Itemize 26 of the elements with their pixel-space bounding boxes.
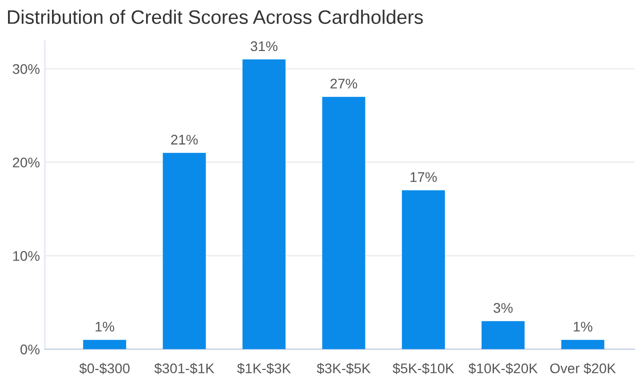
bar [561, 340, 604, 350]
y-tick-label: 0% [20, 344, 40, 354]
x-tick-label: Over $20K [550, 362, 616, 374]
bar [322, 96, 366, 350]
bar [83, 340, 126, 350]
x-tick-label: $1K-$3K [237, 362, 291, 374]
data-label: 27% [330, 78, 358, 88]
bar [162, 152, 206, 350]
y-tick-label: 10% [13, 251, 40, 261]
x-tick-label: $301-$1K [154, 362, 214, 374]
data-label: 1% [96, 322, 114, 332]
y-tick-label: 20% [12, 158, 40, 168]
data-label: 3% [494, 303, 513, 313]
data-label: 21% [171, 134, 198, 145]
x-tick-label: $5K-$10K [392, 362, 454, 374]
x-tick-label: $0-$300 [79, 362, 130, 374]
y-tick-label: 30% [12, 64, 40, 74]
data-label: 17% [410, 172, 437, 182]
x-tick-label: $3K-$5K [316, 362, 371, 374]
data-label: 1% [574, 322, 592, 332]
x-tick-label: $10K-$20K [468, 362, 538, 374]
bar [242, 59, 286, 350]
bar [402, 190, 445, 350]
chart-title: Distribution of Credit Scores Across Cardholders [8, 10, 423, 24]
bar [482, 321, 525, 350]
data-label: 31% [250, 41, 278, 52]
